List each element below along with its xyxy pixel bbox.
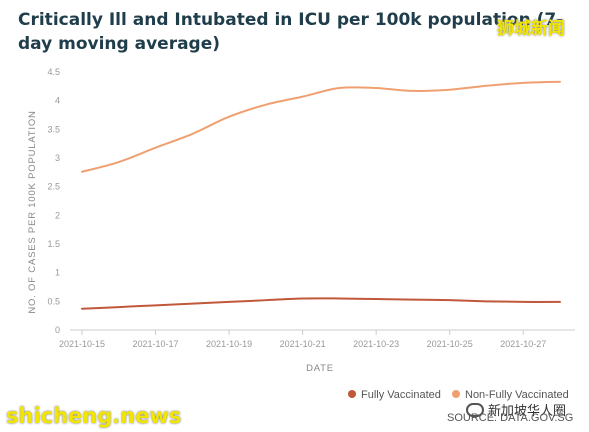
series-line-non-fully-vaccinated bbox=[81, 80, 561, 173]
y-tick-label: 1 bbox=[55, 268, 60, 278]
x-tick-label: 2021-10-21 bbox=[280, 339, 326, 349]
y-axis-ticks: 0 0.5 1 1.5 2 2.5 3 3.5 4 4.5 bbox=[47, 67, 60, 335]
series-line-fully-vaccinated bbox=[81, 297, 561, 310]
x-tick-label: 2021-10-23 bbox=[353, 339, 399, 349]
legend-label: Fully Vaccinated bbox=[361, 389, 441, 401]
x-axis-ticks: 2021-10-15 2021-10-17 2021-10-19 2021-10-21… bbox=[59, 330, 546, 349]
watermark-bottom-right: 新加坡华人圈 bbox=[466, 400, 566, 419]
series-lines bbox=[81, 80, 561, 310]
x-axis-label: DATE bbox=[306, 363, 334, 374]
y-tick-label: 0 bbox=[55, 325, 60, 335]
chart-legend: Fully Vaccinated Non-Fully Vaccinated bbox=[348, 389, 569, 401]
y-tick-label: 3.5 bbox=[47, 124, 60, 134]
y-tick-label: 2 bbox=[55, 210, 60, 220]
watermark-bottom-right-text: 新加坡华人圈 bbox=[488, 404, 567, 419]
legend-label: Non-Fully Vaccinated bbox=[465, 389, 569, 401]
x-tick-label: 2021-10-15 bbox=[59, 339, 105, 349]
y-tick-label: 4 bbox=[55, 96, 60, 106]
x-tick-label: 2021-10-25 bbox=[427, 339, 473, 349]
y-tick-label: 2.5 bbox=[47, 182, 60, 192]
y-tick-label: 3 bbox=[55, 153, 60, 163]
legend-marker bbox=[348, 390, 356, 398]
wechat-icon bbox=[466, 402, 484, 417]
source-note: SOURCE: DATA.GOV.SG bbox=[447, 412, 574, 424]
chart-title: Critically Ill and Intubated in ICU per … bbox=[18, 10, 564, 54]
x-tick-label: 2021-10-17 bbox=[133, 339, 179, 349]
watermark-top-right: 狮城新闻 bbox=[497, 19, 565, 39]
y-tick-label: 0.5 bbox=[47, 296, 60, 306]
y-tick-label: 4.5 bbox=[47, 67, 60, 77]
legend-marker bbox=[452, 390, 460, 398]
y-axis-label: NO. OF CASES PER 100K POPULATION bbox=[27, 110, 38, 313]
y-tick-label: 1.5 bbox=[47, 239, 60, 249]
watermark-bottom-left: shicheng.news bbox=[6, 404, 182, 428]
x-tick-label: 2021-10-19 bbox=[206, 339, 252, 349]
x-tick-label: 2021-10-27 bbox=[500, 339, 546, 349]
